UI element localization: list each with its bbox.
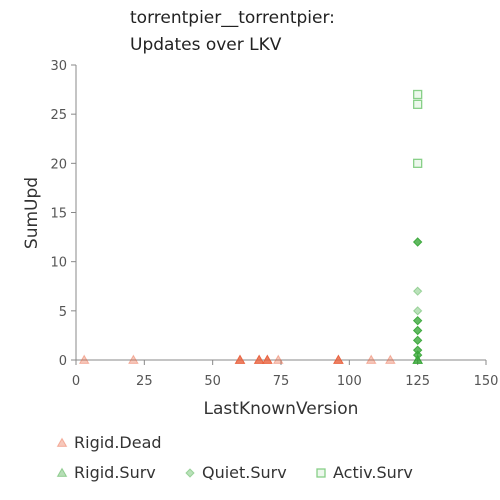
legend-marker <box>56 467 68 477</box>
data-point <box>412 315 423 326</box>
series-rigid-dead <box>78 354 396 364</box>
y-tick-label: 25 <box>50 108 67 123</box>
data-point <box>413 89 423 100</box>
legend-item: Activ.Surv <box>316 463 413 482</box>
data-point <box>412 335 423 346</box>
y-tick-label: 0 <box>59 354 67 369</box>
data-point <box>413 158 423 168</box>
data-point <box>413 99 423 109</box>
legend-item: Quiet.Surv <box>185 463 287 482</box>
legend-item: Rigid.Surv <box>56 463 156 482</box>
data-point <box>234 354 246 364</box>
data-point <box>365 354 377 364</box>
data-point <box>333 354 344 364</box>
series-quiet-surv <box>412 237 423 360</box>
y-tick-label: 10 <box>50 256 67 271</box>
y-axis-ticks: 0 5 10 15 20 25 30 <box>50 59 76 369</box>
legend-marker <box>56 437 68 447</box>
data-point <box>128 354 139 364</box>
y-tick-label: 15 <box>50 207 67 222</box>
legend-label: Rigid.Dead <box>74 433 162 452</box>
y-tick-label: 30 <box>50 59 67 74</box>
data-point <box>384 354 396 364</box>
data-point <box>412 237 423 247</box>
series-activ-surv <box>413 89 423 168</box>
chart-title-line-2: Updates over LKV <box>130 35 282 55</box>
x-tick-label: 75 <box>273 374 290 389</box>
legend-label: Activ.Surv <box>333 463 413 482</box>
y-tick-label: 5 <box>59 305 67 320</box>
chart-title-line-1: torrentpier__torrentpier: <box>130 8 335 28</box>
y-axis-label: SumUpd <box>22 177 42 249</box>
data-point <box>412 286 423 296</box>
legend-marker <box>316 468 326 478</box>
x-tick-label: 50 <box>204 374 221 389</box>
data-point <box>412 345 423 355</box>
data-point <box>412 325 423 336</box>
legend-marker <box>185 468 195 478</box>
x-tick-label: 25 <box>136 374 153 389</box>
data-point <box>261 354 273 364</box>
y-tick-label: 20 <box>50 157 67 172</box>
legend: Rigid.Dead Rigid.Surv Quiet.Surv Activ.Surv <box>56 433 413 482</box>
x-tick-label: 150 <box>474 374 499 389</box>
data-points <box>78 89 424 364</box>
data-point <box>412 350 423 360</box>
legend-label: Rigid.Surv <box>74 463 156 482</box>
chart-title: torrentpier__torrentpier: Updates over L… <box>130 8 335 55</box>
axes <box>75 65 486 361</box>
x-axis-label: LastKnownVersion <box>204 399 359 419</box>
data-point <box>78 354 90 364</box>
x-tick-label: 100 <box>337 374 362 389</box>
legend-label: Quiet.Surv <box>202 463 287 482</box>
legend-item: Rigid.Dead <box>56 433 162 452</box>
x-tick-label: 125 <box>405 374 430 389</box>
data-point <box>253 354 265 364</box>
data-point <box>412 306 423 316</box>
x-tick-label: 0 <box>72 374 80 389</box>
data-point <box>272 354 284 364</box>
x-axis-ticks: 0 25 50 75 100 125 150 <box>72 360 499 389</box>
